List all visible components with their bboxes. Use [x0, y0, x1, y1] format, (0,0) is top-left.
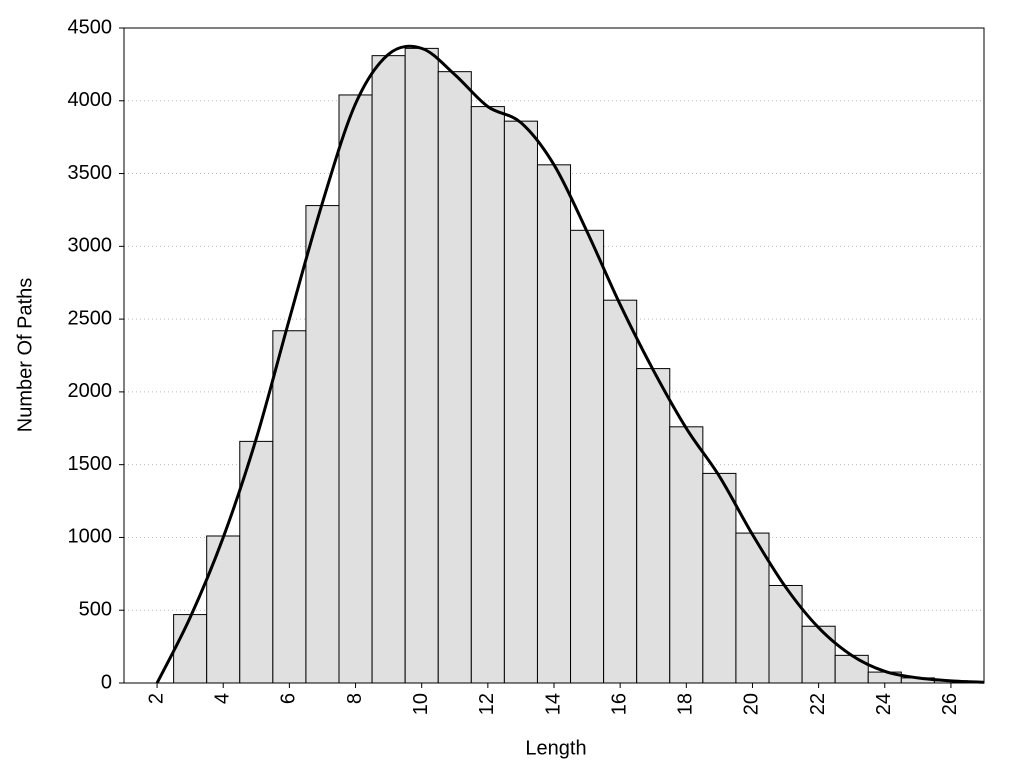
x-tick-label: 18: [675, 693, 697, 715]
bar: [636, 368, 671, 684]
x-tick-label: 4: [212, 693, 234, 704]
plot-frame: [123, 27, 985, 684]
bar: [834, 654, 869, 684]
bar: [570, 229, 605, 684]
bar: [603, 299, 638, 684]
bar: [702, 472, 737, 684]
y-tick-label: 4000: [68, 89, 113, 111]
x-tick-label: 26: [939, 693, 961, 715]
x-tick-label: 22: [807, 693, 829, 715]
y-tick-label: 1500: [68, 453, 113, 475]
y-tick-label: 0: [101, 671, 112, 693]
bar: [669, 426, 704, 684]
y-tick-label: 2000: [68, 380, 113, 402]
bar: [470, 106, 505, 684]
x-axis-label: Length: [525, 737, 586, 759]
y-tick-label: 3500: [68, 162, 113, 184]
x-tick-label: 20: [741, 693, 763, 715]
x-tick-label: 16: [608, 693, 630, 715]
x-tick-label: 12: [476, 693, 498, 715]
density-line: [155, 44, 985, 684]
bar: [173, 614, 208, 684]
x-tick-label: 2: [145, 693, 167, 704]
bar: [371, 55, 406, 684]
bar: [305, 205, 340, 684]
bar: [338, 94, 373, 684]
x-tick-label: 24: [873, 693, 895, 715]
bar: [735, 532, 770, 684]
bar: [801, 625, 836, 684]
y-tick-label: 500: [79, 599, 112, 621]
y-tick-label: 2500: [68, 307, 113, 329]
bar: [503, 120, 538, 684]
y-axis-label: Number Of Paths: [14, 278, 36, 433]
bar: [272, 330, 307, 684]
y-tick-label: 3000: [68, 235, 113, 257]
bar: [536, 164, 572, 684]
x-tick-label: 8: [344, 693, 366, 704]
x-tick-label: 14: [542, 693, 564, 715]
y-tick-label: 1000: [68, 526, 113, 548]
bar: [404, 47, 439, 684]
bar: [437, 71, 472, 684]
y-tick-label: 4500: [68, 16, 113, 38]
x-tick-label: 10: [410, 693, 432, 715]
bar: [768, 584, 803, 684]
bar: [206, 535, 241, 684]
x-tick-label: 6: [278, 693, 300, 704]
